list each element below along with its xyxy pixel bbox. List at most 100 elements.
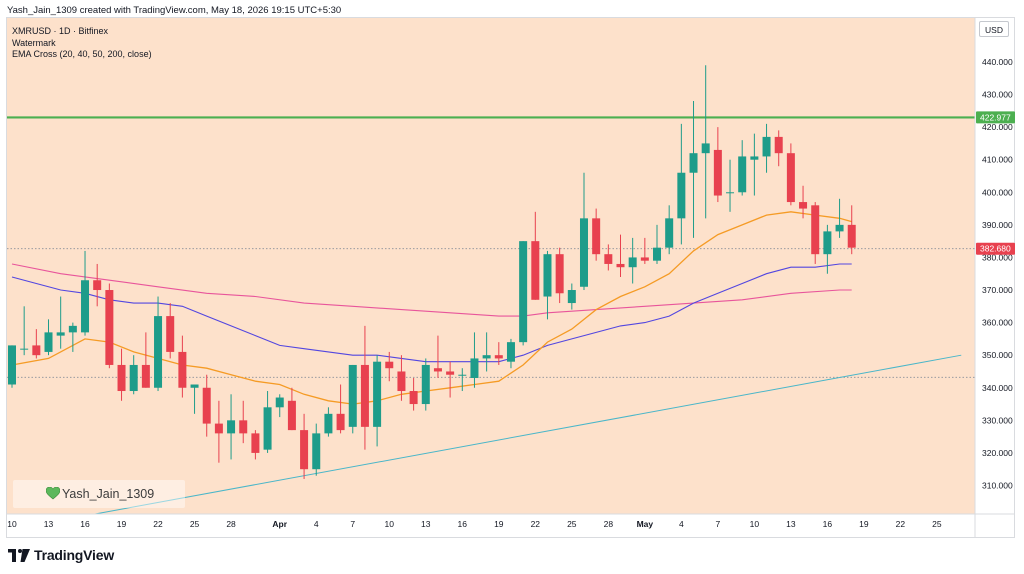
support-trendline[interactable]: [95, 354, 962, 515]
ema-200-line[interactable]: [11, 263, 852, 317]
candle-down[interactable]: [774, 130, 783, 167]
candle-down[interactable]: [105, 283, 114, 369]
candle-up[interactable]: [348, 364, 357, 434]
candle-body: [129, 364, 138, 392]
candle-up[interactable]: [653, 224, 662, 264]
candle-up[interactable]: [8, 345, 16, 388]
candle-up[interactable]: [458, 368, 467, 392]
indicator-label[interactable]: EMA Cross (20, 40, 50, 200, close): [12, 49, 152, 59]
candle-down[interactable]: [178, 335, 187, 398]
candle-up[interactable]: [373, 355, 382, 447]
candle-up[interactable]: [628, 237, 637, 284]
candle-up[interactable]: [665, 205, 674, 255]
candle-body: [713, 149, 722, 196]
candle-up[interactable]: [324, 407, 333, 437]
candle-down[interactable]: [531, 211, 540, 300]
candle-up[interactable]: [190, 384, 199, 414]
watermark-label[interactable]: Watermark: [12, 37, 56, 48]
candles-layer[interactable]: [8, 65, 856, 479]
candle-up[interactable]: [506, 338, 515, 369]
tradingview-brand[interactable]: TradingView: [8, 545, 114, 565]
candle-up[interactable]: [677, 123, 686, 245]
candle-down[interactable]: [604, 244, 613, 271]
candle-down[interactable]: [799, 185, 808, 219]
candle-up[interactable]: [227, 394, 236, 460]
candle-down[interactable]: [214, 400, 223, 463]
candle-down[interactable]: [385, 351, 394, 382]
candle-up[interactable]: [567, 283, 576, 310]
time-tick-label: 16: [823, 519, 833, 529]
candle-up[interactable]: [579, 172, 588, 291]
candle-down[interactable]: [336, 384, 345, 434]
price-axis[interactable]: 310.000 320.000 330.000 340.000 350.000 360.0…: [982, 57, 1013, 491]
candle-down[interactable]: [847, 205, 856, 255]
candle-up[interactable]: [263, 391, 272, 453]
currency-button[interactable]: USD: [979, 21, 1009, 37]
candle-up[interactable]: [312, 423, 321, 476]
candle-up[interactable]: [543, 250, 552, 320]
time-tick-label: 4: [314, 519, 319, 529]
candle-body: [336, 413, 345, 431]
candle-up[interactable]: [738, 140, 747, 196]
candle-down[interactable]: [409, 377, 418, 411]
candle-up[interactable]: [44, 319, 53, 356]
candle-down[interactable]: [713, 127, 722, 203]
candle-down[interactable]: [93, 263, 102, 307]
candle-down[interactable]: [239, 400, 248, 444]
symbol-info[interactable]: XMRUSD · 1D · Bitfinex: [12, 26, 109, 36]
time-tick-label: May: [637, 519, 654, 529]
candle-down[interactable]: [166, 303, 175, 359]
time-tick-label: 16: [458, 519, 468, 529]
candle-up[interactable]: [701, 65, 710, 219]
candle-up[interactable]: [519, 241, 528, 346]
candle-down[interactable]: [251, 430, 260, 460]
candle-down[interactable]: [811, 202, 820, 264]
time-tick-label: 10: [7, 519, 17, 529]
candle-up[interactable]: [835, 198, 844, 238]
candle-down[interactable]: [360, 325, 369, 450]
candle-up[interactable]: [726, 159, 735, 212]
candle-up[interactable]: [689, 101, 698, 238]
candle-down[interactable]: [640, 237, 649, 264]
price-tick-label: 350.000: [982, 350, 1013, 360]
candle-body: [287, 400, 296, 431]
candle-down[interactable]: [616, 234, 625, 277]
candle-up[interactable]: [762, 123, 771, 173]
candle-down[interactable]: [592, 208, 601, 261]
candle-body: [44, 332, 53, 352]
candle-body: [494, 355, 503, 359]
candle-down[interactable]: [494, 342, 503, 365]
candle-up[interactable]: [750, 133, 759, 196]
candle-up[interactable]: [129, 355, 138, 395]
candle-down[interactable]: [446, 361, 455, 398]
candle-up[interactable]: [154, 296, 163, 392]
time-axis[interactable]: 10 13 16 19 22 25 28 Apr 4 7 10 13 16 19 22 25 28 May 4 7 10…: [7, 519, 942, 529]
candle-down[interactable]: [117, 348, 126, 401]
candle-down[interactable]: [287, 387, 296, 431]
candle-up[interactable]: [81, 250, 90, 336]
candle-up[interactable]: [275, 394, 284, 418]
candle-down[interactable]: [433, 335, 442, 378]
price-tick-label: 420.000: [982, 122, 1013, 132]
candle-up[interactable]: [470, 332, 479, 388]
candle-down[interactable]: [141, 332, 150, 388]
candle-up[interactable]: [823, 224, 832, 274]
time-tick-label: 25: [190, 519, 200, 529]
candle-body: [263, 407, 272, 450]
price-tick-label: 310.000: [982, 481, 1013, 491]
candle-up[interactable]: [20, 306, 29, 356]
candle-up[interactable]: [68, 322, 77, 352]
candle-down[interactable]: [202, 374, 211, 437]
time-tick-label: 13: [421, 519, 431, 529]
candle-body: [555, 254, 564, 294]
candle-body: [166, 316, 175, 352]
candle-down[interactable]: [555, 247, 564, 304]
candle-down[interactable]: [786, 143, 795, 206]
candle-up[interactable]: [421, 358, 430, 411]
candle-up[interactable]: [56, 296, 65, 349]
candle-up[interactable]: [482, 332, 491, 372]
candle-down[interactable]: [300, 413, 309, 479]
candle-down[interactable]: [32, 329, 41, 359]
candle-down[interactable]: [397, 355, 406, 401]
